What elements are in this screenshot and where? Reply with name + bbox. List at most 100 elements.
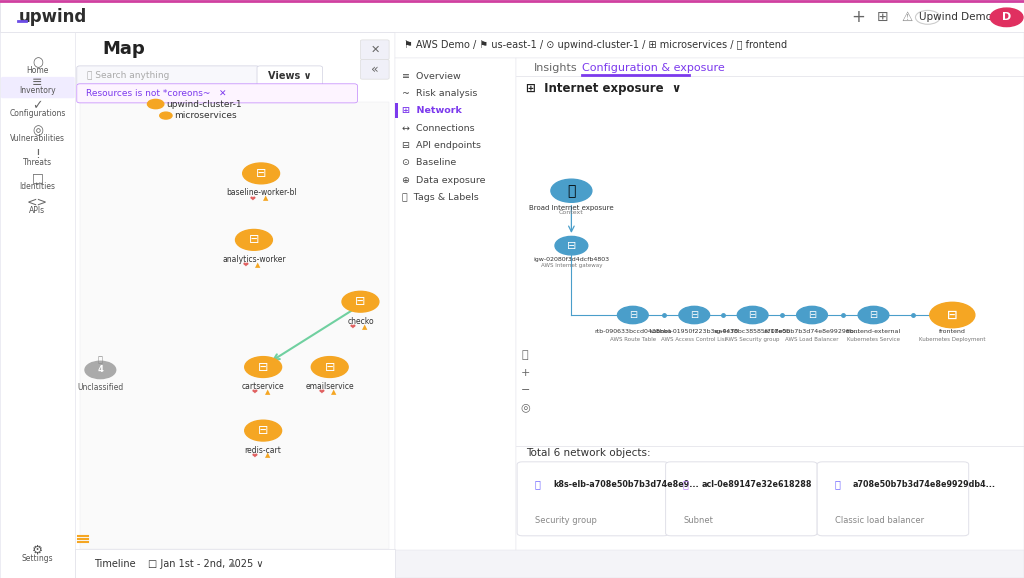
Text: ⊟: ⊟ <box>749 310 757 320</box>
FancyBboxPatch shape <box>77 66 259 86</box>
Text: ⊟: ⊟ <box>325 361 335 373</box>
Text: Total 6 network objects:: Total 6 network objects: <box>526 448 651 458</box>
Circle shape <box>236 229 272 250</box>
Circle shape <box>551 179 592 202</box>
Text: Security group: Security group <box>535 516 596 525</box>
Text: «: « <box>371 63 379 76</box>
Text: Settings: Settings <box>22 554 53 564</box>
Text: k8s-elb-a708e50b7b3d74e8e9...: k8s-elb-a708e50b7b3d74e8e9... <box>553 480 698 489</box>
Text: baseline-worker-bl: baseline-worker-bl <box>226 188 296 198</box>
Text: microservices: microservices <box>174 111 237 120</box>
Text: rtb-090633bccd0438bba: rtb-090633bccd0438bba <box>594 329 672 335</box>
Text: ❤: ❤ <box>243 262 249 268</box>
Text: redis-cart: redis-cart <box>245 446 282 455</box>
Text: ⚙: ⚙ <box>32 544 43 557</box>
Text: ❤: ❤ <box>318 389 325 395</box>
Circle shape <box>160 112 172 119</box>
Circle shape <box>342 291 379 312</box>
Text: Subnet: Subnet <box>683 516 713 525</box>
FancyBboxPatch shape <box>517 462 669 536</box>
Text: ⊟: ⊟ <box>629 310 637 320</box>
Text: frontend-external: frontend-external <box>846 329 901 335</box>
FancyBboxPatch shape <box>395 103 398 118</box>
Circle shape <box>245 357 282 377</box>
Circle shape <box>679 306 710 324</box>
Text: ▲: ▲ <box>264 453 270 458</box>
Text: Broad Internet exposure: Broad Internet exposure <box>529 205 613 210</box>
Text: ✓: ✓ <box>32 99 43 112</box>
Text: ○: ○ <box>32 56 43 69</box>
Text: Configuration & exposure: Configuration & exposure <box>582 62 724 73</box>
Text: 🛡: 🛡 <box>535 479 541 490</box>
Text: ⊞: ⊞ <box>877 10 889 24</box>
Text: ⊟: ⊟ <box>355 295 366 308</box>
FancyBboxPatch shape <box>75 549 395 578</box>
Text: upwind-cluster-1: upwind-cluster-1 <box>166 99 242 109</box>
Text: ⊞  Network: ⊞ Network <box>402 106 462 116</box>
Text: a708e50b7b3d74e8e9929db4...: a708e50b7b3d74e8e9929db4... <box>853 480 996 489</box>
Text: ❤: ❤ <box>252 453 258 458</box>
Text: checko: checko <box>347 317 374 326</box>
Text: +: + <box>520 368 530 378</box>
Text: ◎: ◎ <box>32 124 43 137</box>
Text: Inventory: Inventory <box>19 86 55 95</box>
Text: ⊙  Baseline: ⊙ Baseline <box>402 158 457 168</box>
FancyBboxPatch shape <box>75 32 395 578</box>
Text: ⊟: ⊟ <box>256 167 266 180</box>
Text: ⊟  API endpoints: ⊟ API endpoints <box>402 141 481 150</box>
Text: ⊟: ⊟ <box>258 424 268 437</box>
FancyBboxPatch shape <box>360 40 389 60</box>
Circle shape <box>147 99 164 109</box>
Circle shape <box>245 420 282 441</box>
Text: ⊟: ⊟ <box>690 310 698 320</box>
Text: ❤: ❤ <box>250 195 256 201</box>
Circle shape <box>737 306 768 324</box>
Text: ~  Risk analysis: ~ Risk analysis <box>402 89 478 98</box>
Circle shape <box>990 8 1023 27</box>
Text: AWS Security group: AWS Security group <box>725 337 780 342</box>
Text: ⊟: ⊟ <box>258 361 268 373</box>
Text: Map: Map <box>102 40 145 58</box>
Text: emailservice: emailservice <box>305 382 354 391</box>
FancyBboxPatch shape <box>80 102 389 549</box>
Text: ✕: ✕ <box>370 45 380 55</box>
Text: ▲: ▲ <box>229 559 236 568</box>
Text: ⚑ AWS Demo / ⚑ us-east-1 / ⊙ upwind-cluster-1 / ⊞ microservices / 🔗 frontend: ⚑ AWS Demo / ⚑ us-east-1 / ⊙ upwind-clus… <box>404 40 787 50</box>
Text: subnet-01950f223b3ea4470: subnet-01950f223b3ea4470 <box>649 329 739 335</box>
Text: 🛡: 🛡 <box>683 479 689 490</box>
Text: ⊟: ⊟ <box>869 310 878 320</box>
Text: ▲: ▲ <box>262 195 268 201</box>
Circle shape <box>930 302 975 328</box>
Text: 🏷  Tags & Labels: 🏷 Tags & Labels <box>402 193 479 202</box>
Text: ⊕  Data exposure: ⊕ Data exposure <box>402 176 486 185</box>
Text: ▲: ▲ <box>264 389 270 395</box>
FancyBboxPatch shape <box>0 32 75 578</box>
Text: Resources is not *coreons~   ✕: Resources is not *coreons~ ✕ <box>86 89 226 98</box>
Text: AWS Internet gateway: AWS Internet gateway <box>541 263 602 268</box>
Text: Timeline: Timeline <box>94 558 136 569</box>
Text: !: ! <box>35 149 40 161</box>
Text: 🌍: 🌍 <box>567 184 575 198</box>
Text: ⊟: ⊟ <box>249 234 259 246</box>
Circle shape <box>85 361 116 379</box>
Text: Insights: Insights <box>534 62 578 73</box>
Text: ≡: ≡ <box>32 76 43 89</box>
Circle shape <box>243 163 280 184</box>
Text: AWS Load Balancer: AWS Load Balancer <box>785 337 839 342</box>
Text: Classic load balancer: Classic load balancer <box>835 516 924 525</box>
Text: Threats: Threats <box>23 158 52 168</box>
Text: ❤: ❤ <box>252 389 258 395</box>
FancyBboxPatch shape <box>666 462 817 536</box>
FancyBboxPatch shape <box>395 32 1024 578</box>
Circle shape <box>311 357 348 377</box>
Text: Identities: Identities <box>19 181 55 191</box>
Text: D: D <box>1001 12 1012 23</box>
FancyBboxPatch shape <box>257 66 323 86</box>
FancyBboxPatch shape <box>817 462 969 536</box>
Text: □ Jan 1st - 2nd, 2025 ∨: □ Jan 1st - 2nd, 2025 ∨ <box>148 558 264 569</box>
Text: ⊟: ⊟ <box>808 310 816 320</box>
Text: ⊟: ⊟ <box>947 309 957 321</box>
Text: a708e50b7b3d74e8e9929db...: a708e50b7b3d74e8e9929db... <box>764 329 860 335</box>
Text: ↔  Connections: ↔ Connections <box>402 124 475 133</box>
Text: ▲: ▲ <box>255 262 261 268</box>
